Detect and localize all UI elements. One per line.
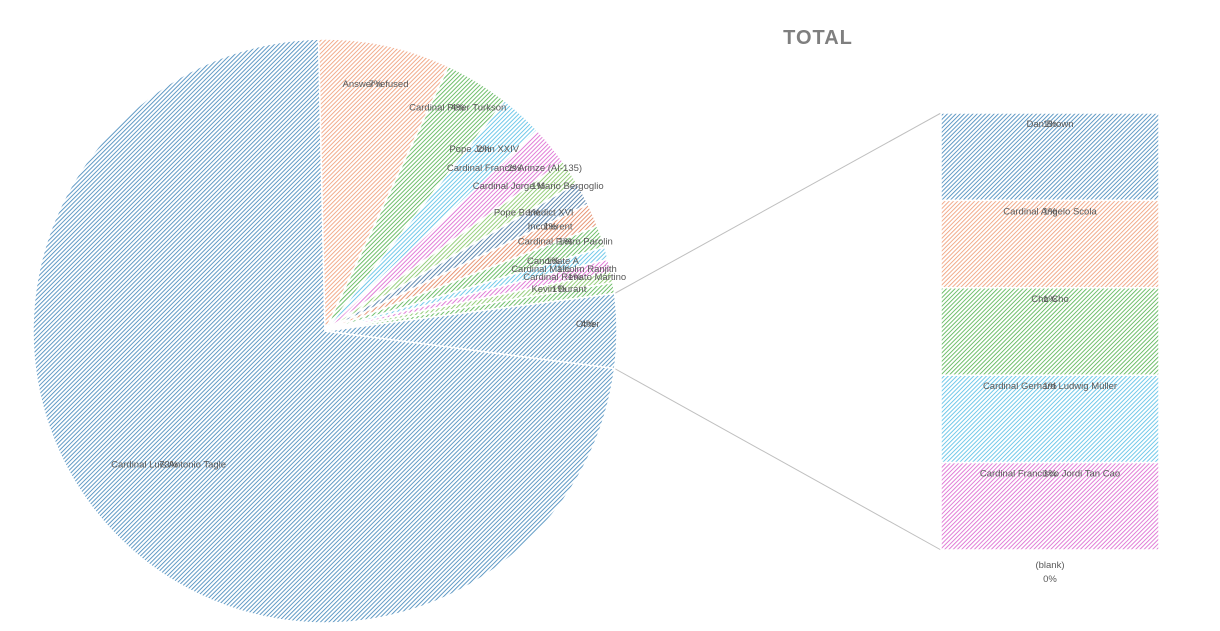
other-bar [940, 112, 1160, 551]
slice-percent: 1% [531, 181, 545, 192]
slice-percent: 1% [552, 284, 566, 295]
slice-label: Cardinal Francisco Jordi Tan Cao [980, 469, 1120, 480]
pie [32, 38, 618, 624]
bar-segment [940, 374, 1160, 464]
slice-label: Cardinal Angelo Scola [1003, 206, 1097, 217]
slice-label: Other [576, 319, 600, 330]
slice-percent: 1% [546, 256, 560, 267]
bar-segment [940, 199, 1160, 289]
slice-label: Cardinal Malcolm Ranjith [511, 264, 617, 275]
slice-label: Answer refused [342, 79, 408, 90]
slice-percent: 1% [1043, 206, 1057, 217]
connector-top [614, 112, 942, 294]
bar-segment [940, 287, 1160, 376]
slice-percent: 1% [568, 272, 582, 283]
connector-lines [614, 112, 942, 551]
slice-percent: 1% [543, 222, 557, 233]
slice-label: Kevin Durant [531, 284, 586, 295]
bar-segment [940, 461, 1160, 551]
slice-label: Cardinal Francis Arinze (AI-135) [447, 163, 582, 174]
slice-label: Cardinal Pietro Parolin [518, 237, 613, 248]
bar-segment [940, 112, 1160, 202]
pie-slice [32, 38, 616, 624]
slice-percent: 1% [1043, 119, 1057, 130]
slice-percent: 2% [508, 163, 522, 174]
slice-label: Pope John XXIV [449, 144, 519, 155]
slice-label: Cardinal Luis Antonio Tagle [111, 460, 226, 471]
slice-label: Candidate A [527, 256, 579, 267]
slice-percent: 1% [1043, 469, 1057, 480]
slice-percent: 1% [558, 237, 572, 248]
pie-slice [317, 38, 450, 332]
chart-title: TOTAL [783, 27, 853, 49]
connector-bottom [614, 368, 942, 551]
slice-percent: 0% [1043, 574, 1057, 585]
slice-percent: 7% [369, 79, 383, 90]
slice-label: Cardinal Renato Martino [523, 272, 626, 283]
slice-percent: 1% [1043, 381, 1057, 392]
slice-label: Dan Brown [1027, 119, 1074, 130]
slice-label: Incoherent [528, 222, 573, 233]
slice-label: Cardinal Jorge Mario Bergoglio [473, 181, 604, 192]
pie-slice [324, 292, 618, 370]
slice-label: Cardinal Gerhard Ludwig Müller [983, 381, 1117, 392]
slice-label: (blank) [1035, 560, 1064, 571]
slice-percent: 2% [477, 144, 491, 155]
slice-percent: 1% [527, 208, 541, 219]
slice-percent: 4% [451, 102, 465, 113]
slice-percent: 1% [557, 264, 571, 275]
slice-percent: 73% [159, 460, 179, 471]
slice-label: Cho Cho [1031, 294, 1069, 305]
slice-percent: 1% [1043, 294, 1057, 305]
slice-label: Cardinal Peter Turkson [409, 102, 506, 113]
slice-percent: 4% [581, 319, 595, 330]
slice-label: Pope Benedict XVI [494, 208, 574, 219]
